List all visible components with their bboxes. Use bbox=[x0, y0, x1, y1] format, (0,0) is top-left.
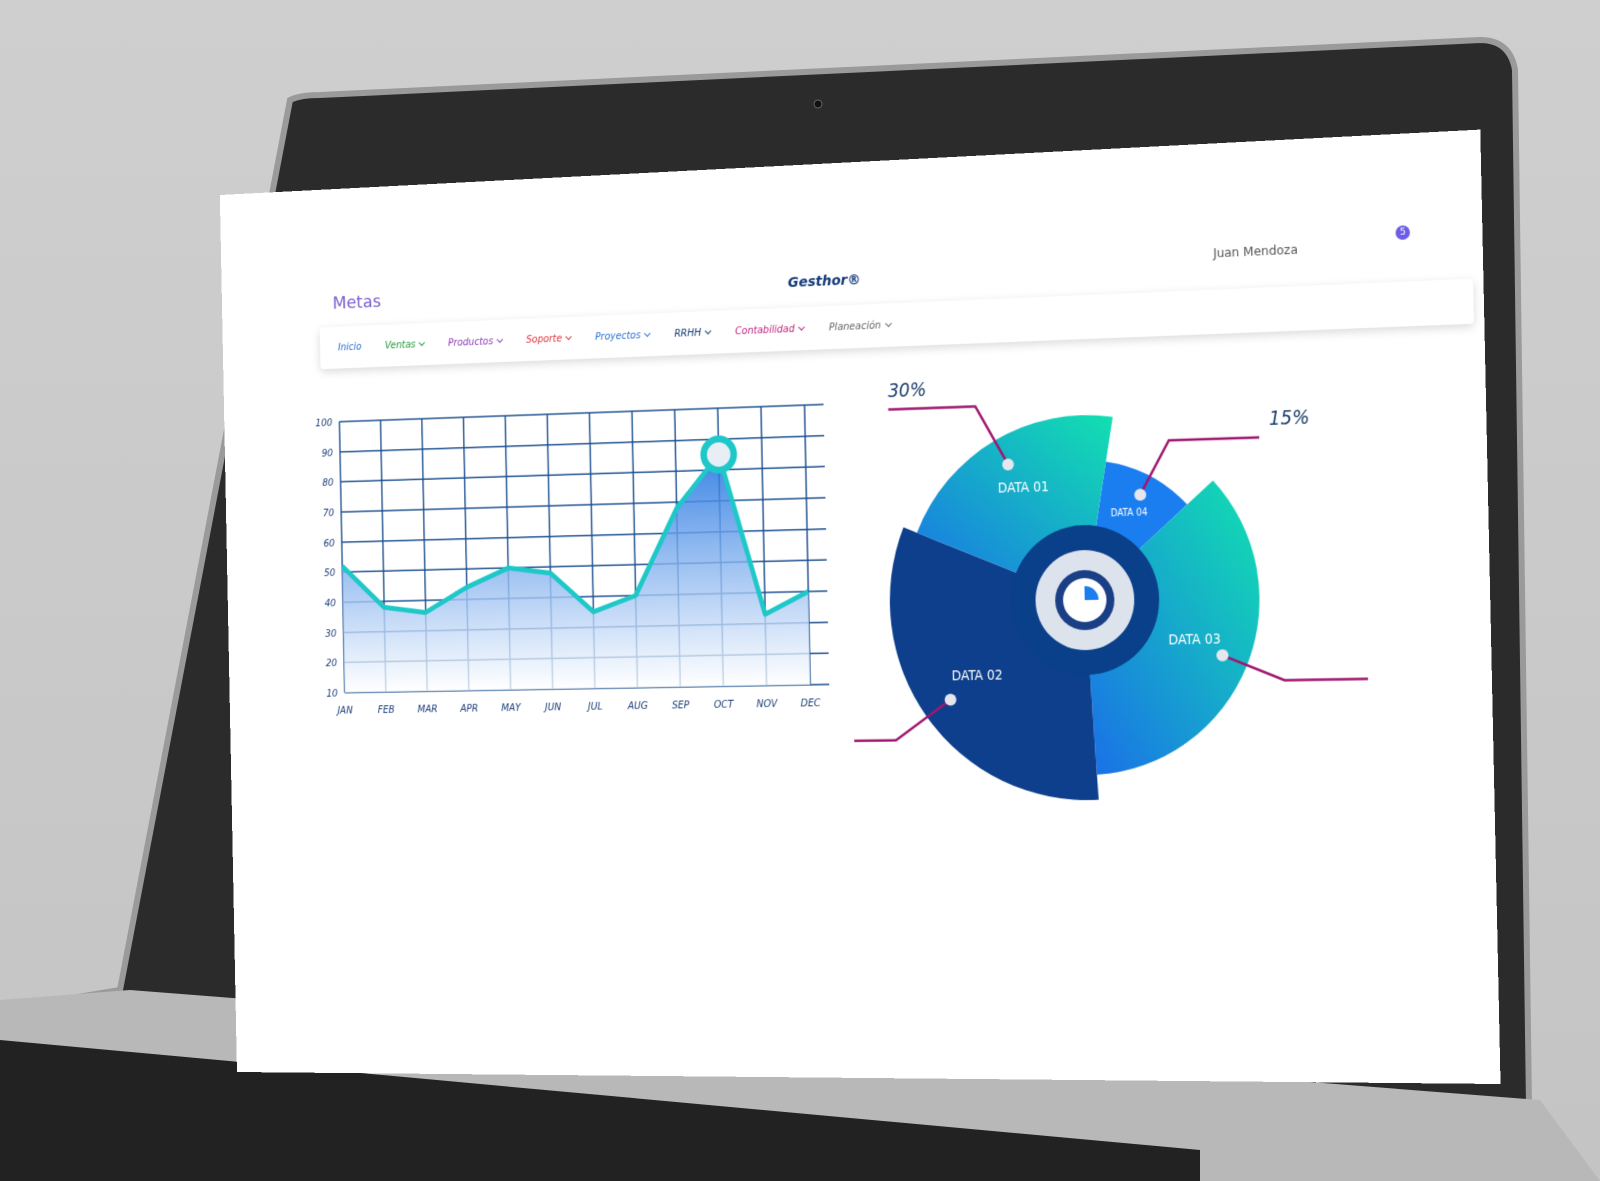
y-tick-label: 10 bbox=[326, 687, 337, 700]
user-name[interactable]: Juan Mendoza bbox=[1212, 242, 1298, 261]
y-tick-label: 100 bbox=[315, 416, 332, 429]
leader-dot bbox=[1002, 458, 1015, 471]
keyboard bbox=[0, 1040, 1200, 1181]
y-tick-label: 50 bbox=[324, 566, 335, 579]
nav-item[interactable]: Planeación bbox=[829, 320, 891, 333]
nav-item[interactable]: Ventas bbox=[385, 339, 425, 351]
peak-marker bbox=[703, 438, 734, 470]
slice-label: DATA 02 bbox=[952, 667, 1003, 684]
x-tick-label: JUL bbox=[586, 700, 603, 713]
grid-line bbox=[339, 404, 823, 421]
nav-item[interactable]: Soporte bbox=[526, 333, 571, 345]
x-tick-label: AUG bbox=[627, 699, 648, 712]
hub-core bbox=[1062, 577, 1107, 623]
value-label: 45% bbox=[847, 711, 848, 735]
y-tick-label: 80 bbox=[322, 476, 333, 489]
x-tick-label: MAY bbox=[501, 701, 522, 714]
hub-icon bbox=[1084, 586, 1098, 601]
value-label: 30% bbox=[888, 378, 927, 403]
camera bbox=[813, 99, 823, 109]
x-tick-label: MAR bbox=[417, 702, 437, 715]
nav-item[interactable]: Productos bbox=[448, 336, 502, 348]
area bbox=[340, 451, 811, 693]
screen: Metas Gesthor® Juan Mendoza 5 Inicio Ven… bbox=[219, 129, 1501, 1085]
x-tick-label: FEB bbox=[378, 703, 395, 716]
x-tick-label: NOV bbox=[756, 697, 778, 711]
slice-label: DATA 03 bbox=[1168, 631, 1221, 649]
nav-item[interactable]: Proyectos bbox=[595, 330, 650, 343]
x-tick-label: OCT bbox=[714, 697, 735, 710]
leader-dot bbox=[1134, 488, 1147, 501]
nav-item[interactable]: Inicio bbox=[337, 341, 362, 353]
nav-item[interactable]: Contabilidad bbox=[735, 323, 804, 337]
page-title: Metas bbox=[332, 291, 382, 314]
x-tick-label: SEP bbox=[672, 698, 690, 711]
brand[interactable]: Gesthor® bbox=[787, 272, 861, 292]
slice-label: DATA 01 bbox=[998, 478, 1049, 496]
grid-line bbox=[340, 436, 824, 452]
x-tick-label: JAN bbox=[335, 704, 352, 717]
y-tick-label: 90 bbox=[322, 446, 333, 459]
grid-line bbox=[341, 467, 825, 482]
nav-item[interactable]: RRHH bbox=[674, 327, 711, 339]
x-tick-label: APR bbox=[459, 702, 478, 715]
grid-line bbox=[342, 529, 826, 542]
slice-label: DATA 04 bbox=[1110, 507, 1148, 519]
y-tick-label: 20 bbox=[326, 657, 337, 670]
x-tick-label: DEC bbox=[801, 696, 821, 710]
line-chart: 10 20 30 40 50 60 70 80 90 100 JAN FEB MAR APR MAY JUN J… bbox=[315, 390, 830, 717]
y-tick-label: 30 bbox=[325, 626, 336, 639]
grid-line bbox=[341, 498, 825, 512]
y-tick-label: 40 bbox=[324, 596, 335, 609]
y-tick-label: 70 bbox=[323, 506, 334, 519]
notification-badge[interactable]: 5 bbox=[1395, 225, 1411, 241]
x-tick-label: JUN bbox=[543, 700, 561, 713]
value-label: 15% bbox=[1269, 405, 1310, 431]
pie-slice bbox=[1082, 479, 1264, 775]
y-tick-label: 60 bbox=[323, 536, 334, 549]
